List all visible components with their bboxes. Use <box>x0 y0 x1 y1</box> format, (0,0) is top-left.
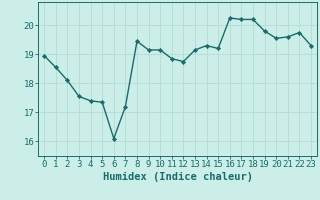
X-axis label: Humidex (Indice chaleur): Humidex (Indice chaleur) <box>103 172 252 182</box>
